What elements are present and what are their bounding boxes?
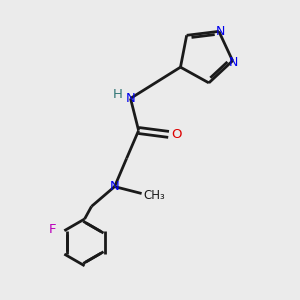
Text: N: N <box>216 25 225 38</box>
Text: O: O <box>172 128 182 141</box>
Text: N: N <box>229 56 238 69</box>
Text: F: F <box>49 223 57 236</box>
Text: N: N <box>126 92 135 105</box>
Text: H: H <box>113 88 123 101</box>
Text: CH₃: CH₃ <box>144 189 165 203</box>
Text: N: N <box>110 180 119 193</box>
